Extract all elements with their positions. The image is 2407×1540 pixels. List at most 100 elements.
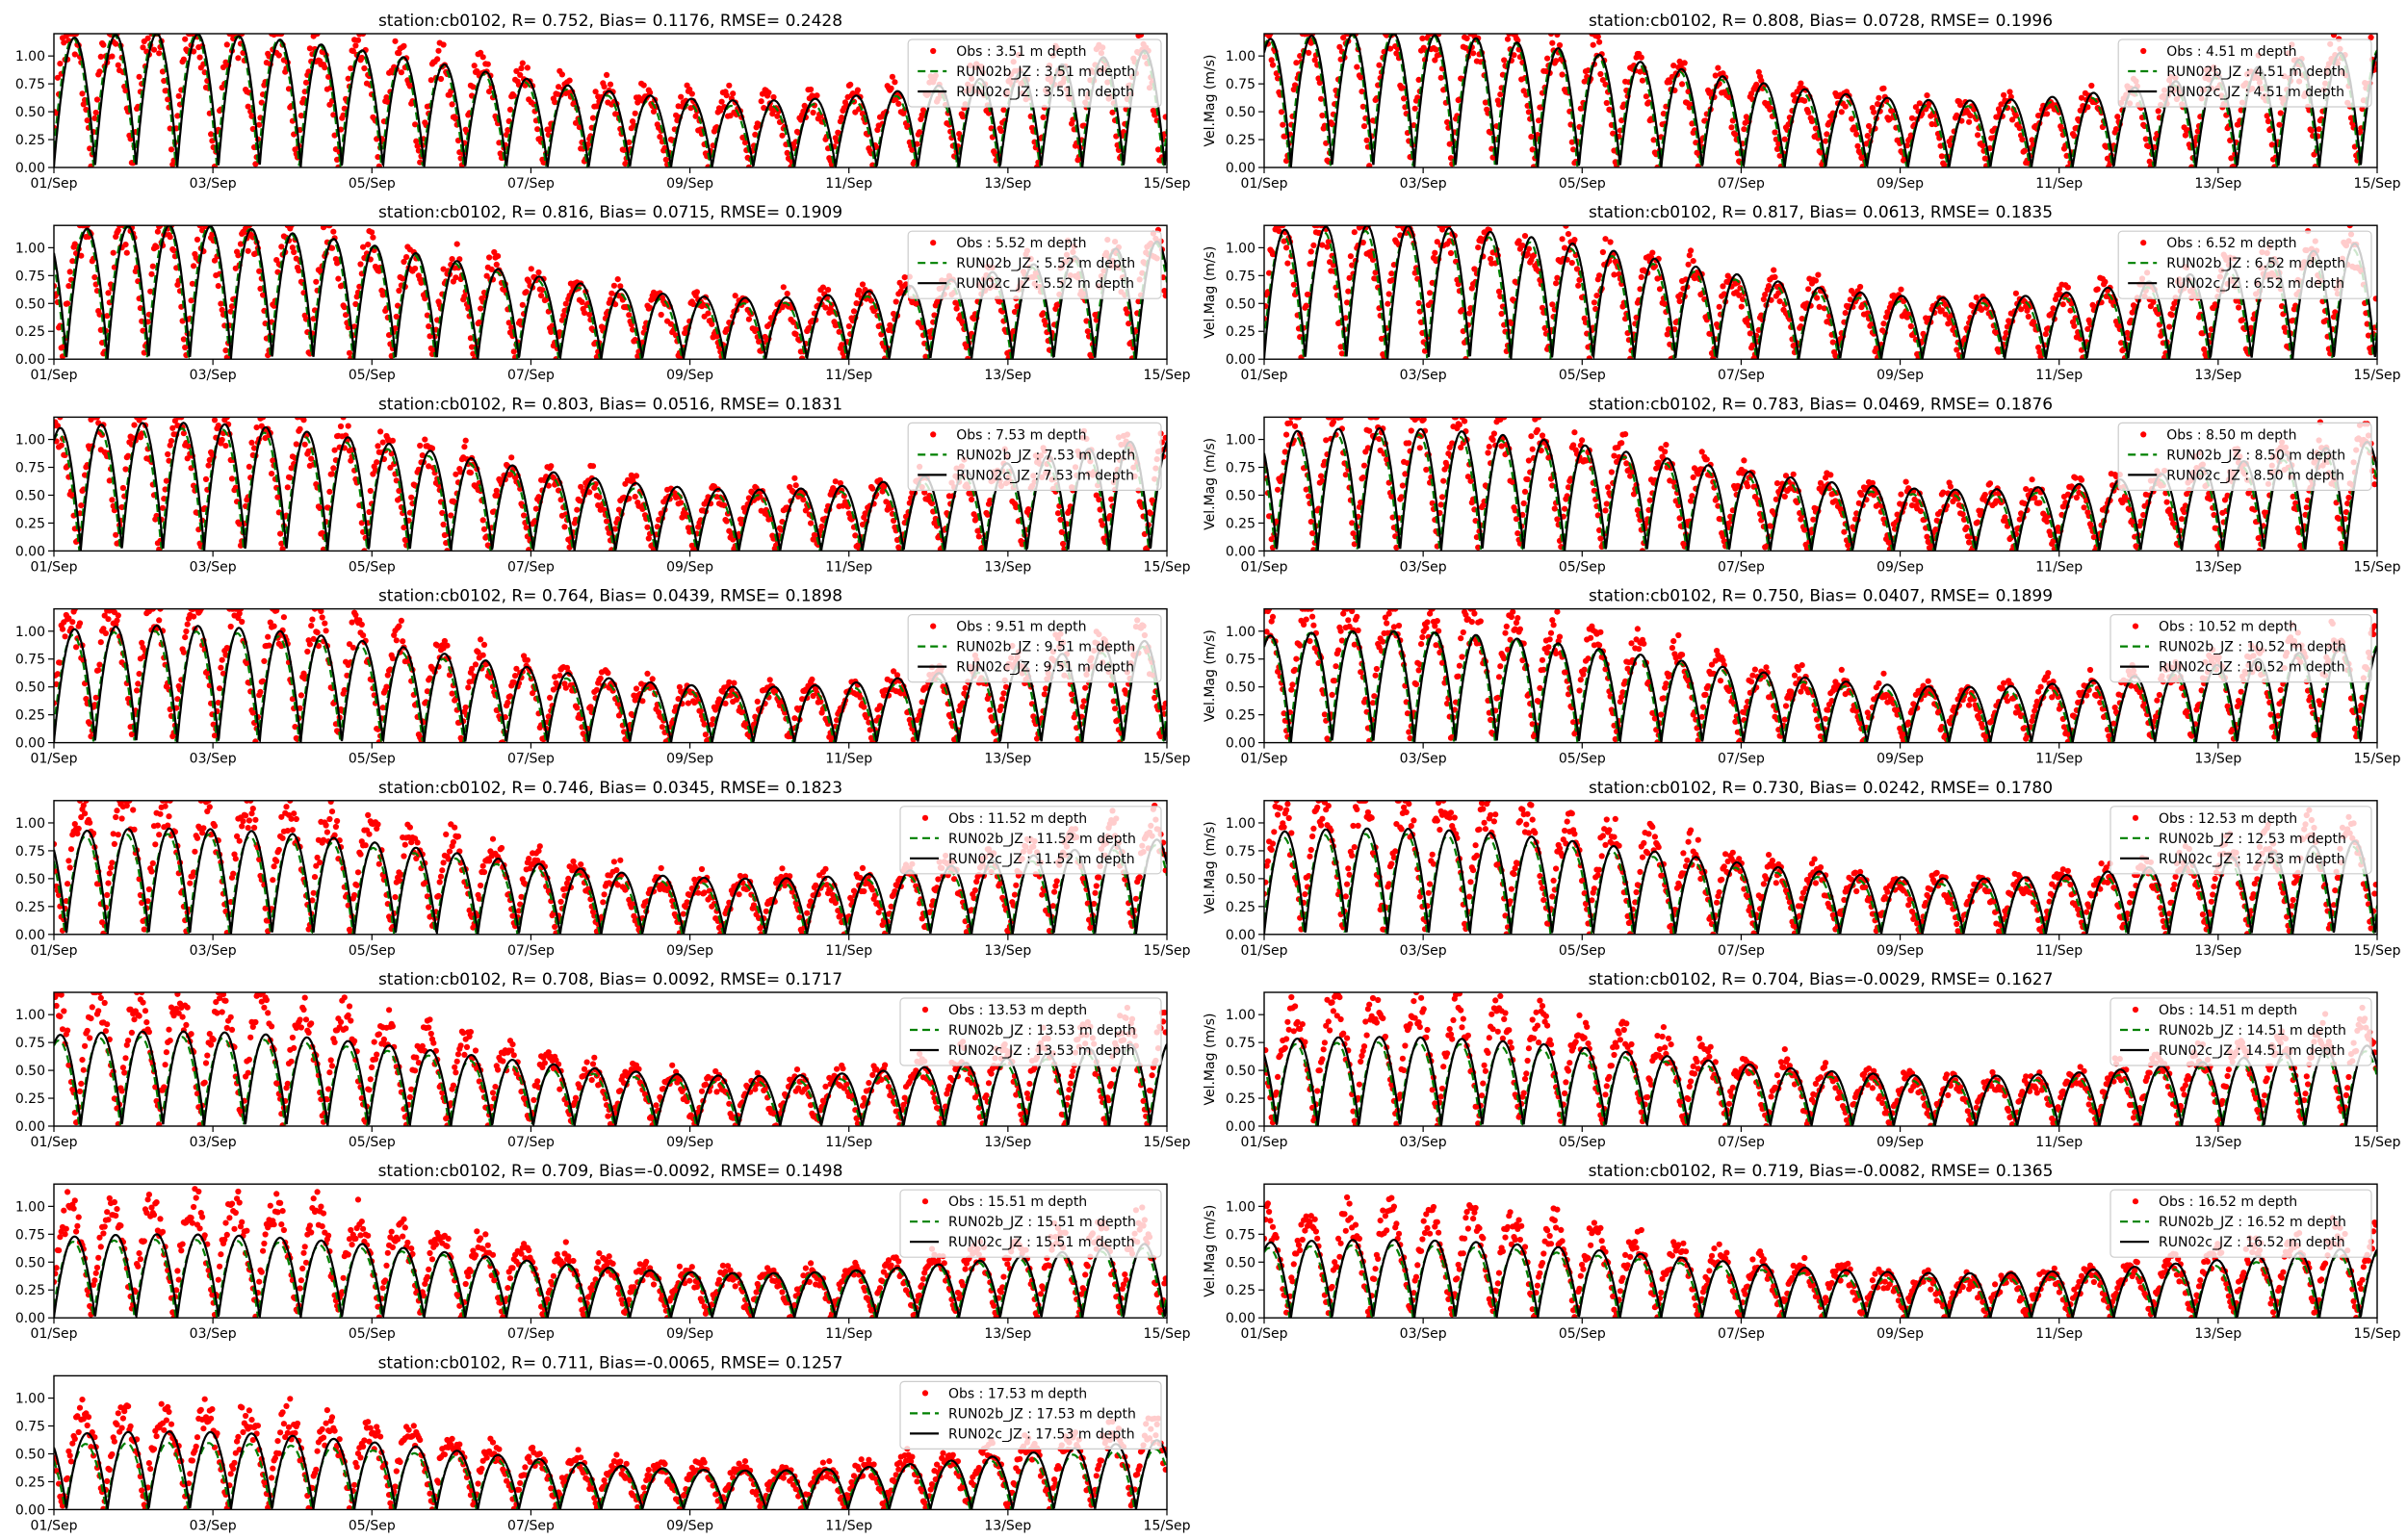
x-tick-label: 11/Sep bbox=[825, 559, 872, 575]
obs-point bbox=[486, 89, 493, 95]
obs-point bbox=[561, 524, 568, 530]
obs-point bbox=[330, 228, 337, 235]
obs-point bbox=[168, 146, 175, 153]
obs-point bbox=[1966, 118, 1973, 125]
obs-point bbox=[302, 79, 310, 86]
obs-point bbox=[839, 115, 845, 121]
obs-point bbox=[1854, 142, 1861, 149]
y-tick-label: 0.75 bbox=[15, 461, 45, 476]
obs-point bbox=[84, 225, 91, 229]
axes-frame bbox=[1263, 224, 2378, 360]
obs-point bbox=[1359, 239, 1366, 246]
obs-point bbox=[1762, 292, 1769, 298]
obs-point bbox=[1938, 307, 1945, 314]
obs-point bbox=[1083, 318, 1090, 324]
obs-point bbox=[1440, 477, 1447, 484]
obs-point bbox=[718, 98, 725, 105]
legend-label: Obs : 4.51 m depth bbox=[2166, 44, 2296, 60]
obs-point bbox=[622, 161, 629, 167]
obs-point bbox=[148, 270, 155, 277]
obs-point bbox=[965, 355, 971, 360]
obs-point bbox=[1292, 423, 1299, 429]
obs-point bbox=[488, 266, 495, 272]
obs-point bbox=[632, 110, 638, 116]
obs-point bbox=[1728, 124, 1735, 131]
axes-frame bbox=[1263, 33, 2378, 168]
y-tick-label: 0.25 bbox=[15, 324, 45, 340]
obs-point bbox=[122, 466, 129, 473]
obs-point bbox=[917, 129, 923, 136]
obs-point bbox=[1432, 249, 1438, 256]
obs-point bbox=[2359, 106, 2366, 113]
obs-point bbox=[1283, 431, 1290, 438]
obs-point bbox=[2330, 34, 2338, 38]
obs-point bbox=[392, 325, 399, 332]
obs-point bbox=[1602, 507, 1609, 514]
obs-point bbox=[709, 321, 715, 327]
obs-point bbox=[1688, 247, 1695, 254]
obs-point bbox=[227, 308, 234, 315]
obs-point bbox=[1411, 122, 1417, 129]
obs-point bbox=[1581, 78, 1588, 85]
obs-point bbox=[693, 289, 701, 295]
obs-point bbox=[1562, 505, 1568, 512]
obs-point bbox=[1618, 117, 1625, 124]
x-tick-label: 15/Sep bbox=[1144, 368, 1191, 383]
obs-point bbox=[1805, 286, 1812, 293]
obs-point bbox=[479, 517, 486, 524]
obs-point bbox=[1437, 74, 1444, 81]
obs-point bbox=[1912, 104, 1919, 111]
obs-point bbox=[2236, 304, 2242, 311]
obs-point bbox=[2277, 110, 2284, 116]
obs-point bbox=[270, 457, 276, 464]
obs-point bbox=[1747, 330, 1753, 337]
obs-point bbox=[723, 518, 730, 525]
obs-point bbox=[566, 544, 573, 551]
obs-point bbox=[1358, 74, 1364, 81]
obs-point bbox=[211, 417, 219, 424]
y-tick-label: 1.00 bbox=[15, 433, 45, 449]
obs-point bbox=[93, 96, 101, 103]
obs-point bbox=[1571, 237, 1578, 244]
x-tick-label: 03/Sep bbox=[1400, 176, 1447, 192]
y-tick-label: 0.50 bbox=[1226, 105, 1255, 120]
obs-point bbox=[61, 39, 67, 46]
obs-point bbox=[1559, 236, 1566, 243]
obs-point bbox=[1342, 315, 1349, 321]
obs-point bbox=[205, 462, 212, 469]
obs-point bbox=[2168, 312, 2175, 319]
obs-point bbox=[1954, 112, 1960, 118]
obs-point bbox=[969, 496, 975, 503]
obs-point bbox=[1268, 57, 1275, 64]
obs-point bbox=[1525, 245, 1532, 252]
obs-point bbox=[1521, 488, 1529, 495]
obs-point bbox=[1416, 445, 1423, 451]
obs-point bbox=[1084, 328, 1091, 335]
obs-point bbox=[523, 289, 530, 295]
obs-point bbox=[288, 225, 295, 229]
obs-point bbox=[1685, 261, 1692, 268]
obs-point bbox=[589, 463, 597, 470]
subplot-title: station:cb0102, R= 0.816, Bias= 0.0715, … bbox=[378, 203, 842, 222]
obs-point bbox=[426, 323, 432, 330]
obs-point bbox=[69, 258, 76, 265]
obs-point bbox=[331, 447, 338, 453]
obs-point bbox=[1154, 146, 1162, 153]
obs-point bbox=[384, 98, 391, 105]
obs-point bbox=[360, 244, 367, 250]
obs-point bbox=[892, 79, 898, 86]
obs-point bbox=[596, 494, 603, 500]
y-tick-label: 1.00 bbox=[15, 241, 45, 256]
obs-point bbox=[519, 60, 526, 66]
obs-point bbox=[96, 68, 103, 75]
obs-point bbox=[352, 300, 359, 308]
obs-point bbox=[1556, 41, 1564, 49]
obs-point bbox=[170, 247, 177, 254]
x-tick-label: 01/Sep bbox=[31, 559, 78, 575]
obs-point bbox=[180, 336, 187, 343]
obs-point bbox=[175, 92, 182, 99]
obs-point bbox=[837, 479, 844, 487]
x-tick-label: 07/Sep bbox=[507, 559, 555, 575]
obs-point bbox=[159, 504, 167, 511]
